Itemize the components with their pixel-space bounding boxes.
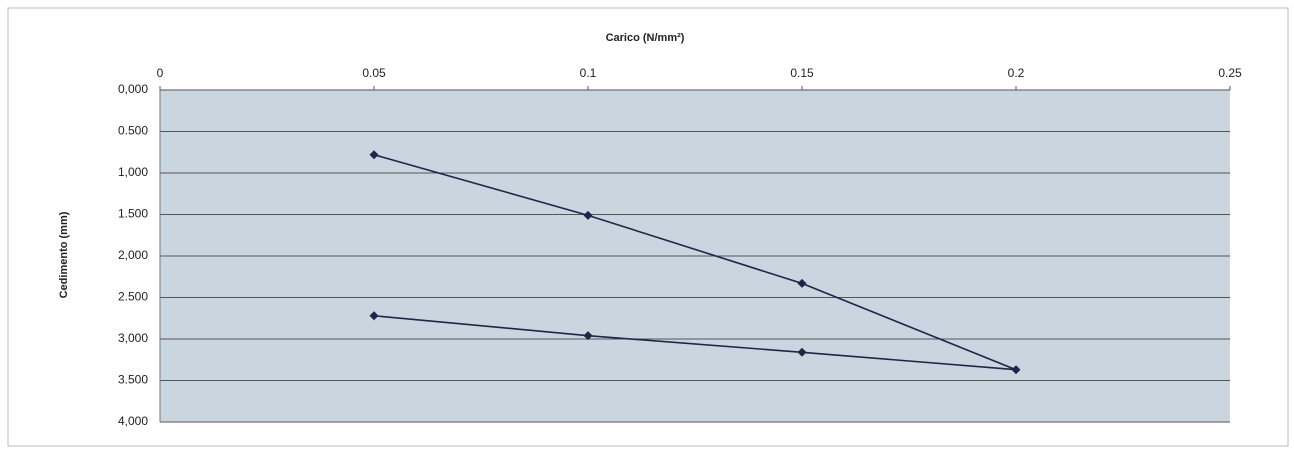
x-axis-title: Carico (N/mm²) (606, 32, 685, 44)
data-point (797, 347, 807, 357)
y-tick-label: 3.500 (118, 373, 148, 387)
y-tick-label: 2,000 (118, 248, 148, 262)
data-point (369, 311, 379, 321)
x-tick-label: 0.05 (362, 66, 386, 80)
data-point (369, 150, 379, 160)
data-point (583, 331, 593, 341)
y-tick-label: 3,000 (118, 331, 148, 345)
data-point (797, 278, 807, 288)
x-tick-label: 0.15 (790, 66, 814, 80)
y-tick-label: 2.500 (118, 290, 148, 304)
y-axis-title: Cedimento (mm) (58, 211, 70, 298)
data-point (1011, 365, 1021, 375)
y-tick-label: 0.500 (118, 124, 148, 138)
y-tick-label: 0,000 (118, 82, 148, 96)
y-tick-label: 1,000 (118, 165, 148, 179)
x-tick-label: 0.25 (1218, 66, 1242, 80)
x-tick-label: 0 (157, 66, 164, 80)
x-tick-label: 0.1 (580, 66, 597, 80)
data-point (583, 210, 593, 220)
x-tick-label: 0.2 (1008, 66, 1025, 80)
y-tick-label: 1.500 (118, 207, 148, 221)
y-tick-label: 4,000 (118, 414, 148, 428)
